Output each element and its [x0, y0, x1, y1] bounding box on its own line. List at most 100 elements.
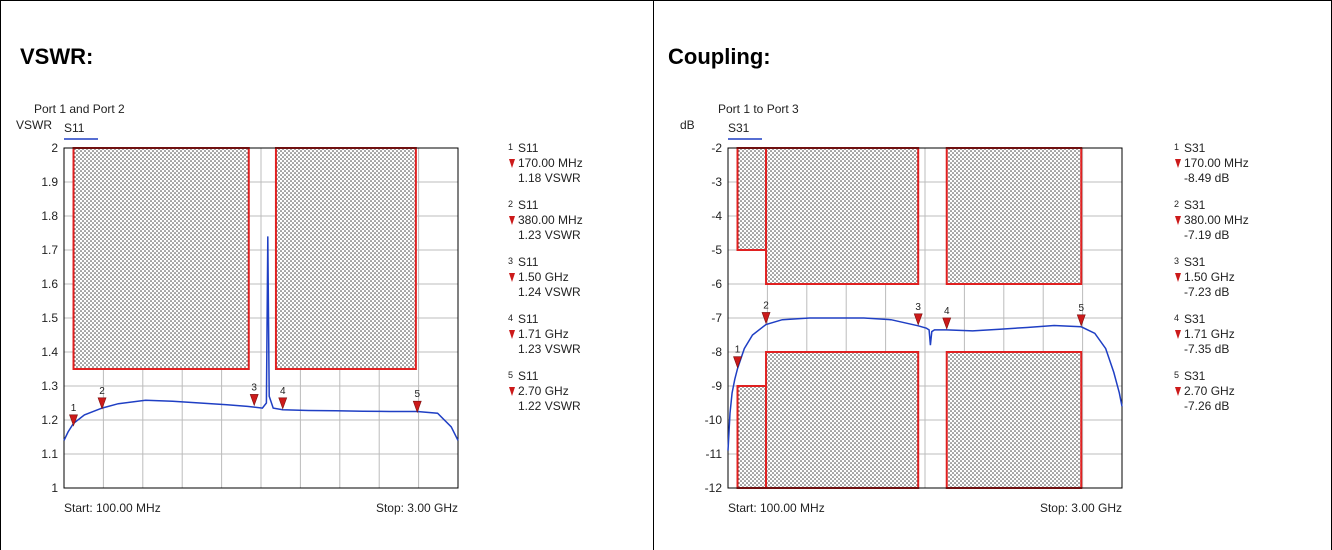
readout-value: -7.26 dB — [1184, 399, 1229, 413]
marker-number-label: 5 — [414, 389, 420, 400]
y-tick-label: -9 — [711, 379, 722, 393]
y-tick-label: -5 — [711, 243, 722, 257]
divider — [0, 0, 1332, 1]
divider — [653, 0, 654, 550]
marker-number-label: 3 — [915, 302, 921, 313]
start-label: Start: 100.00 MHz — [728, 501, 825, 515]
marker-5 — [1076, 314, 1086, 327]
divider — [0, 0, 1, 550]
readout-value: -7.19 dB — [1184, 228, 1229, 242]
readout-marker-icon — [509, 273, 515, 282]
readout-number: 5 — [508, 370, 513, 380]
readout-frequency: 1.71 GHz — [518, 327, 569, 341]
marker-1 — [733, 356, 742, 369]
limit-region — [736, 385, 768, 489]
readout-value: -7.35 dB — [1184, 342, 1229, 356]
readout-trace: S31 — [1184, 312, 1206, 326]
y-tick-label: -2 — [711, 141, 722, 155]
readout-number: 3 — [508, 256, 513, 266]
y-tick-label: 1.5 — [41, 311, 58, 325]
marker-5 — [412, 400, 422, 414]
readout-value: 1.18 VSWR — [518, 171, 581, 185]
start-label: Start: 100.00 MHz — [64, 501, 161, 515]
readout-marker-icon — [509, 216, 515, 225]
limit-region — [945, 351, 1083, 489]
readout-marker-icon — [1175, 216, 1181, 225]
readout-frequency: 380.00 MHz — [518, 213, 583, 227]
readout-trace: S11 — [518, 141, 539, 155]
marker-2 — [97, 397, 107, 410]
readout-number: 2 — [1174, 199, 1179, 209]
marker-number-label: 1 — [71, 403, 77, 414]
marker-2 — [761, 312, 771, 325]
readout-value: 1.23 VSWR — [518, 228, 581, 242]
readout-frequency: 170.00 MHz — [1184, 156, 1249, 170]
readout-frequency: 2.70 GHz — [518, 384, 569, 398]
marker-3 — [913, 313, 923, 326]
readout-marker-icon — [1175, 273, 1181, 282]
readout-marker-icon — [509, 330, 515, 339]
limit-region — [736, 147, 768, 251]
marker-4 — [278, 397, 288, 410]
coupling-chart: Port 1 to Port 3 dB S31 -2 -3 -4 -5 -6 -7 -8 -9… — [680, 102, 1123, 515]
trace-legend-label: S11 — [64, 121, 85, 135]
readout-frequency: 380.00 MHz — [1184, 213, 1249, 227]
y-tick-label: -3 — [711, 175, 722, 189]
marker-number-label: 2 — [763, 300, 769, 311]
readout-marker-icon — [1175, 387, 1181, 396]
y-tick-label: 1 — [51, 481, 58, 495]
vswr-chart: Port 1 and Port 2 VSWR S11 2 1.9 1.8 1.7 1.6… — [16, 102, 459, 515]
limit-region — [72, 147, 250, 370]
marker-number-label: 3 — [251, 382, 257, 393]
trace-s11 — [63, 236, 459, 441]
readout-trace: S11 — [518, 312, 539, 326]
readout-number: 3 — [1174, 256, 1179, 266]
y-tick-label: -11 — [706, 447, 723, 461]
readout-value: -7.23 dB — [1184, 285, 1229, 299]
marker-number-label: 4 — [280, 386, 286, 397]
marker-number-label: 2 — [99, 386, 105, 397]
marker-4 — [942, 317, 952, 330]
readout-trace: S31 — [1184, 141, 1206, 155]
readout-trace: S11 — [518, 198, 539, 212]
readout-frequency: 1.71 GHz — [1184, 327, 1235, 341]
y-unit-label: dB — [680, 118, 695, 132]
readout-number: 1 — [1174, 142, 1179, 152]
readout-value: 1.22 VSWR — [518, 399, 581, 413]
y-tick-label: 1.8 — [41, 209, 58, 223]
marker-3 — [249, 394, 259, 407]
ports-label: Port 1 to Port 3 — [718, 102, 799, 116]
readout-marker-icon — [509, 387, 515, 396]
readout-marker-icon — [1175, 159, 1181, 168]
stop-label: Stop: 3.00 GHz — [376, 501, 458, 515]
plot-frame — [727, 147, 1123, 489]
ports-label: Port 1 and Port 2 — [34, 102, 125, 116]
trace-legend-label: S31 — [728, 121, 750, 135]
stop-label: Stop: 3.00 GHz — [1040, 501, 1122, 515]
y-tick-label: 2 — [51, 141, 58, 155]
vswr-heading: VSWR: — [20, 44, 94, 69]
y-tick-label: -7 — [711, 311, 722, 325]
y-tick-label: 1.1 — [41, 447, 58, 461]
readout-frequency: 1.50 GHz — [1184, 270, 1235, 284]
marker-number-label: 5 — [1078, 303, 1084, 314]
y-tick-label: 1.4 — [41, 345, 58, 359]
readout-trace: S11 — [518, 369, 539, 383]
readout-number: 1 — [508, 142, 513, 152]
readout-number: 5 — [1174, 370, 1179, 380]
readout-number: 4 — [1174, 313, 1179, 323]
readout-number: 2 — [508, 199, 513, 209]
y-tick-label: 1.6 — [41, 277, 58, 291]
y-tick-label: -4 — [711, 209, 722, 223]
readout-value: 1.24 VSWR — [518, 285, 581, 299]
readout-frequency: 170.00 MHz — [518, 156, 583, 170]
limit-region — [765, 351, 920, 489]
y-tick-label: -6 — [711, 277, 722, 291]
readout-value: -8.49 dB — [1184, 171, 1229, 185]
readout-frequency: 1.50 GHz — [518, 270, 569, 284]
readout-trace: S31 — [1184, 255, 1206, 269]
y-tick-label: -10 — [705, 413, 723, 427]
marker-1 — [69, 414, 78, 427]
